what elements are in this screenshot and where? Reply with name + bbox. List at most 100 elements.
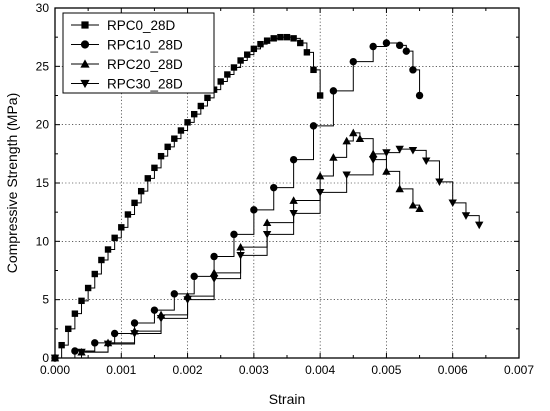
data-point — [110, 329, 119, 338]
data-point — [342, 136, 351, 145]
data-point — [58, 341, 65, 349]
ticks: 0.000 0.001 0.002 0.003 0.004 0.005 0.006 0.007… — [36, 1, 535, 377]
data-point — [415, 91, 424, 100]
data-point — [91, 270, 98, 278]
data-point — [270, 35, 277, 42]
data-point — [71, 310, 79, 317]
legend-marker — [80, 59, 90, 68]
data-point — [170, 290, 179, 298]
data-point — [230, 230, 238, 239]
data-point — [297, 39, 304, 47]
data-point — [270, 183, 278, 192]
data-point — [342, 171, 351, 180]
data-point — [315, 188, 325, 197]
data-point — [171, 135, 178, 142]
legend-marker — [80, 79, 90, 89]
data-point — [77, 348, 86, 357]
x-tick-label: 0.002 — [173, 363, 203, 377]
data-point — [289, 209, 298, 218]
series-layer — [50, 33, 484, 363]
series-RPC0_28D — [51, 33, 324, 362]
data-point — [131, 199, 138, 207]
data-point — [395, 145, 404, 154]
data-point — [290, 35, 297, 42]
data-point — [124, 211, 132, 218]
data-point — [71, 347, 79, 355]
data-point — [369, 42, 377, 51]
data-point — [461, 212, 471, 220]
legend-label: RPC0_28D — [107, 18, 176, 33]
data-point — [408, 200, 418, 209]
data-point — [144, 175, 151, 182]
x-tick-label: 0.007 — [504, 363, 534, 377]
legend-marker — [80, 40, 90, 49]
data-point — [277, 33, 284, 41]
data-point — [262, 218, 272, 227]
data-point — [104, 246, 112, 253]
y-tick-label: 15 — [36, 176, 50, 190]
data-point — [382, 149, 391, 157]
data-point — [409, 66, 417, 74]
x-tick-label: 0.001 — [106, 363, 136, 377]
y-tick-label: 25 — [36, 59, 50, 73]
data-point — [382, 39, 391, 47]
legend-label: RPC10_28D — [107, 38, 183, 53]
data-point — [257, 40, 264, 48]
data-point — [349, 57, 357, 66]
data-point — [111, 234, 118, 242]
data-point — [130, 330, 139, 338]
data-point — [395, 184, 404, 193]
legend-label: RPC30_28D — [107, 77, 183, 92]
data-point — [289, 155, 298, 164]
x-tick-label: 0.004 — [305, 363, 335, 377]
data-point — [177, 127, 185, 134]
data-point — [283, 33, 291, 41]
data-point — [118, 224, 125, 231]
data-point — [217, 78, 224, 85]
data-point — [197, 102, 205, 110]
data-point — [184, 119, 191, 126]
data-point — [289, 196, 298, 204]
x-tick-label: 0.006 — [438, 363, 468, 377]
data-point — [137, 187, 145, 195]
data-point — [355, 134, 365, 143]
data-point — [84, 284, 92, 292]
data-point — [156, 314, 166, 323]
data-point — [98, 256, 105, 264]
x-axis-title: Strain — [269, 391, 306, 407]
data-point — [475, 221, 484, 230]
data-point — [250, 45, 258, 53]
data-point — [237, 57, 244, 64]
data-point — [250, 206, 258, 214]
data-point — [209, 275, 219, 283]
y-axis-title: Compressive Strength (MPa) — [4, 93, 20, 274]
data-point — [236, 242, 245, 251]
data-point — [130, 319, 139, 327]
data-point — [78, 297, 85, 305]
data-point — [164, 143, 171, 151]
x-tick-label: 0.005 — [371, 363, 401, 377]
data-point — [65, 325, 72, 333]
data-point — [316, 92, 324, 99]
data-point — [435, 178, 444, 187]
data-point — [315, 171, 325, 180]
data-point — [368, 156, 378, 164]
data-point — [230, 64, 238, 71]
data-point — [209, 268, 219, 277]
x-tick-label: 0.003 — [239, 363, 269, 377]
data-point — [236, 251, 245, 260]
data-point — [210, 252, 218, 261]
data-point — [402, 47, 411, 55]
data-point — [422, 157, 431, 166]
data-point — [329, 153, 338, 161]
y-tick-label: 30 — [36, 1, 50, 15]
data-point — [151, 164, 158, 172]
data-point — [310, 66, 317, 74]
data-point — [368, 149, 378, 158]
data-point — [91, 339, 99, 347]
data-point — [329, 87, 338, 95]
legend: RPC0_28D RPC10_28D RPC20_28D RPC30_28D — [62, 12, 215, 94]
data-point — [448, 199, 457, 208]
data-point — [157, 152, 165, 160]
